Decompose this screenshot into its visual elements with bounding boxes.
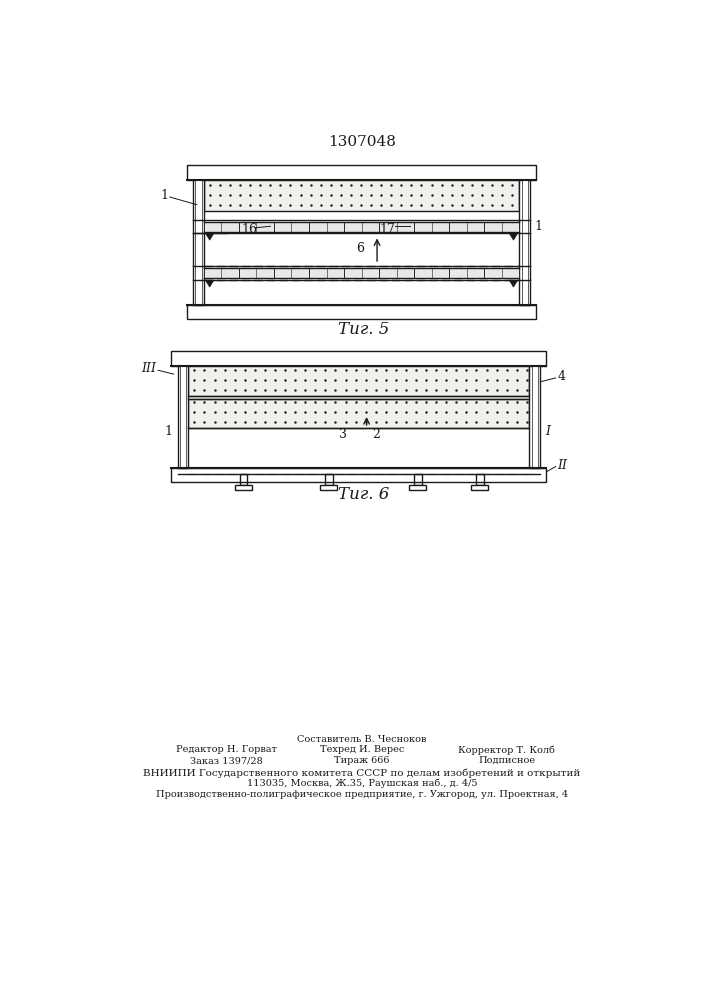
Bar	[171, 351, 547, 366]
Text: Подписное: Подписное	[479, 756, 535, 765]
Bar	[188, 366, 530, 396]
Bar	[239, 268, 274, 278]
Bar	[204, 180, 519, 211]
Bar	[414, 268, 449, 278]
Bar	[449, 268, 484, 278]
Bar	[414, 474, 421, 485]
Text: ВНИИПИ Государственного комитета СССР по делам изобретений и открытий: ВНИИПИ Государственного комитета СССР по…	[144, 768, 580, 778]
Bar	[320, 485, 337, 490]
Bar	[188, 399, 530, 428]
Text: 113035, Москва, Ж․35, Раушская наб., д. 4/5: 113035, Москва, Ж․35, Раушская наб., д. …	[247, 779, 477, 788]
Bar	[414, 222, 449, 232]
Bar	[484, 222, 519, 232]
Text: Тираж 666: Тираж 666	[334, 756, 390, 765]
Text: II: II	[557, 459, 567, 472]
Bar	[177, 366, 188, 468]
Text: 4: 4	[557, 370, 566, 383]
Bar	[530, 366, 540, 468]
Text: Τиг. 6: Τиг. 6	[338, 486, 389, 503]
Bar	[379, 268, 414, 278]
Bar	[449, 222, 484, 232]
Text: Корректор Т. Колб: Корректор Т. Колб	[458, 745, 555, 755]
Bar	[204, 268, 239, 278]
Bar	[409, 485, 426, 490]
Bar	[195, 180, 201, 305]
Bar	[532, 366, 538, 468]
Text: 1307048: 1307048	[328, 135, 396, 149]
Polygon shape	[509, 280, 518, 287]
Polygon shape	[206, 280, 214, 287]
Bar	[180, 366, 186, 468]
Bar	[274, 222, 309, 232]
Bar	[519, 180, 530, 305]
Bar	[309, 222, 344, 232]
Bar	[484, 268, 519, 278]
Bar	[187, 305, 537, 319]
Text: 17: 17	[379, 223, 395, 236]
Bar	[235, 485, 252, 490]
Text: III: III	[141, 362, 156, 375]
Text: 16: 16	[241, 223, 257, 236]
Text: Техред И. Верес: Техред И. Верес	[320, 745, 404, 754]
Text: 1: 1	[534, 220, 543, 233]
Bar	[344, 268, 379, 278]
Bar	[472, 485, 489, 490]
Bar	[325, 474, 332, 485]
Bar	[522, 180, 528, 305]
Bar	[239, 222, 274, 232]
Text: Составитель В. Чесноков: Составитель В. Чесноков	[297, 735, 426, 744]
Bar	[193, 180, 204, 305]
Text: Τиг. 5: Τиг. 5	[338, 321, 389, 338]
Bar	[379, 222, 414, 232]
Text: 6: 6	[356, 242, 364, 255]
Text: Редактор Н. Горват: Редактор Н. Горват	[176, 745, 276, 754]
Bar	[309, 268, 344, 278]
Bar	[204, 222, 239, 232]
Text: 1: 1	[165, 425, 173, 438]
Bar	[171, 468, 547, 482]
Text: 2: 2	[372, 428, 380, 441]
Bar	[274, 268, 309, 278]
Polygon shape	[206, 233, 214, 240]
Text: I: I	[545, 425, 550, 438]
Text: 1: 1	[160, 189, 168, 202]
Bar	[240, 474, 247, 485]
Text: 3: 3	[339, 428, 347, 441]
Polygon shape	[509, 233, 518, 240]
Text: Производственно-полиграфическое предприятие, г. Ужгород, ул. Проектная, 4: Производственно-полиграфическое предприя…	[156, 790, 568, 799]
Bar	[476, 474, 484, 485]
Bar	[344, 222, 379, 232]
Text: Заказ 1397/28: Заказ 1397/28	[190, 756, 263, 765]
Bar	[187, 165, 537, 180]
